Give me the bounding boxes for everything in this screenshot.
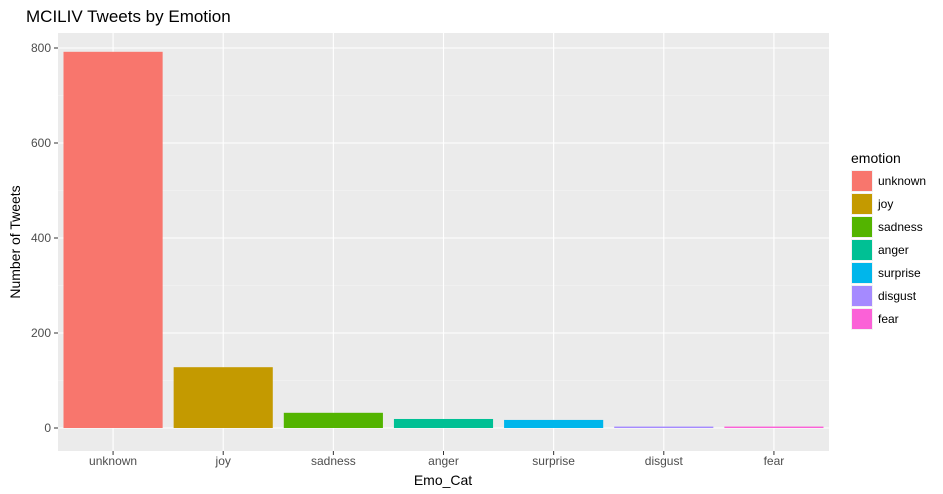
bar-anger — [393, 418, 494, 428]
x-tick-label: surprise — [532, 454, 575, 468]
y-tick-label: 800 — [31, 41, 51, 55]
legend-swatch-sadness — [852, 217, 872, 237]
bar-sadness — [283, 412, 383, 428]
y-tick-label: 200 — [31, 326, 51, 340]
x-tick-label: unknown — [89, 454, 137, 468]
x-tick-label: anger — [428, 454, 459, 468]
x-tick-label: joy — [215, 454, 231, 468]
bar-fear — [724, 426, 824, 428]
bar-surprise — [504, 419, 604, 428]
legend-swatch-joy — [852, 194, 872, 214]
y-axis: 0 200 400 600 800 — [31, 41, 58, 435]
x-tick-label: sadness — [311, 454, 356, 468]
legend-swatch-fear — [852, 309, 872, 329]
x-tick-label: fear — [764, 454, 785, 468]
y-tick-label: 600 — [31, 136, 51, 150]
legend-label-disgust: disgust — [878, 289, 917, 303]
legend-label-surprise: surprise — [878, 266, 921, 280]
legend-label-unknown: unknown — [878, 174, 926, 188]
y-tick-label: 400 — [31, 231, 51, 245]
legend-label-joy: joy — [877, 197, 893, 211]
x-tick-label: disgust — [645, 454, 684, 468]
legend-label-anger: anger — [878, 243, 909, 257]
legend-label-fear: fear — [878, 312, 899, 326]
legend-swatch-unknown — [852, 171, 872, 191]
legend-swatch-disgust — [852, 286, 872, 306]
bars — [63, 51, 824, 429]
y-tick-label: 0 — [44, 421, 51, 435]
legend-title: emotion — [851, 150, 901, 166]
chart-title: MCILIV Tweets by Emotion — [26, 7, 231, 26]
x-axis-title: Emo_Cat — [414, 472, 472, 488]
legend-swatch-surprise — [852, 263, 872, 283]
bar-unknown — [63, 51, 163, 429]
y-axis-title: Number of Tweets — [7, 185, 23, 298]
legend-swatch-anger — [852, 240, 872, 260]
legend-items: unknown joy sadness anger surprise disgust fea… — [851, 170, 926, 330]
bar-joy — [173, 367, 273, 428]
x-axis: unknown joy sadness anger surprise disgust fea… — [89, 451, 784, 468]
legend: emotion unknown joy sadness anger surprise di… — [851, 150, 926, 330]
bar-disgust — [614, 426, 714, 428]
legend-label-sadness: sadness — [878, 220, 923, 234]
